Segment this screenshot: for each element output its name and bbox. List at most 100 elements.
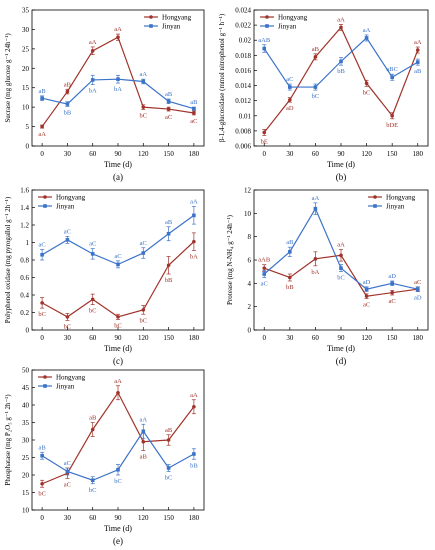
significance-label: bC [64, 323, 72, 330]
y-tick-label: 2 [248, 303, 252, 311]
y-tick-label: 0.6 [20, 274, 29, 282]
data-point-hongyang [40, 301, 44, 305]
significance-label: bDE [386, 122, 398, 129]
y-tick-label: 30 [22, 437, 30, 445]
x-tick-label: 30 [64, 334, 72, 342]
legend-marker [373, 195, 377, 199]
significance-label: aB [39, 88, 47, 95]
y-tick-label: 0.4 [20, 292, 29, 300]
significance-label: aA [190, 392, 198, 399]
y-tick-label: 0.008 [235, 127, 251, 135]
y-tick-label: 0.2 [20, 309, 29, 317]
data-point-hongyang [116, 391, 120, 395]
significance-label: aD [388, 273, 396, 280]
significance-label: aB [414, 68, 422, 75]
data-point-hongyang [288, 276, 292, 280]
data-point-jinyan [262, 272, 266, 276]
panel-label: (d) [336, 356, 347, 366]
y-axis-label: Polyphenol oxidase (mg pyrogallol g⁻¹ 2h… [4, 196, 12, 323]
x-tick-label: 30 [64, 514, 72, 522]
y-tick-label: 12 [244, 187, 252, 195]
legend-marker [43, 204, 47, 208]
significance-label: bC [38, 311, 46, 318]
x-tick-label: 120 [138, 514, 149, 522]
data-point-jinyan [91, 78, 95, 82]
significance-label: aB [312, 46, 320, 53]
significance-label: bB [286, 284, 294, 291]
y-tick-label: 20 [22, 472, 30, 480]
y-tick-label: 5 [26, 123, 30, 131]
chart-panel-e: 10 15 20 25 30 35 40 45 50 0 30 60 90 120 150 180 Time (… [4, 367, 204, 547]
x-tick-label: 150 [387, 150, 398, 158]
significance-label: aA [114, 378, 122, 385]
legend-marker [265, 24, 269, 28]
data-point-hongyang [91, 428, 95, 432]
y-tick-label: 15 [22, 84, 30, 92]
significance-label: aC [363, 302, 370, 309]
x-tick-label: 0 [40, 334, 44, 342]
data-point-jinyan [141, 429, 145, 433]
significance-label: aC [140, 240, 147, 247]
x-tick-label: 180 [189, 334, 200, 342]
significance-label: aA [114, 26, 122, 33]
legend-label: Hongyang [386, 194, 416, 202]
data-point-jinyan [167, 100, 171, 104]
significance-label: aB [89, 415, 97, 422]
significance-label: aC [190, 118, 197, 125]
x-tick-label: 60 [89, 150, 97, 158]
panel-label: (e) [113, 536, 123, 546]
data-point-hongyang [91, 298, 95, 302]
data-point-hongyang [66, 90, 70, 94]
significance-label: aA [337, 16, 345, 23]
y-tick-label: 0.006 [235, 143, 251, 151]
data-point-hongyang [192, 240, 196, 244]
x-axis-label: Time (d) [104, 524, 132, 533]
legend-marker [265, 15, 269, 19]
x-tick-label: 120 [361, 150, 372, 158]
x-tick-label: 120 [361, 334, 372, 342]
data-point-hongyang [262, 131, 266, 135]
x-tick-label: 120 [138, 334, 149, 342]
y-tick-label: 1 [26, 239, 30, 247]
data-point-jinyan [288, 85, 292, 89]
data-point-hongyang [314, 55, 318, 59]
x-tick-label: 150 [163, 514, 174, 522]
significance-label: aAB [258, 37, 271, 44]
y-tick-label: 35 [22, 7, 30, 15]
significance-label: aA [414, 39, 422, 46]
x-tick-label: 180 [189, 150, 200, 158]
data-point-jinyan [40, 96, 44, 100]
x-tick-label: 0 [40, 514, 44, 522]
significance-label: aC [39, 242, 46, 249]
y-tick-label: 25 [22, 454, 30, 462]
significance-label: bB [337, 68, 345, 75]
x-tick-label: 90 [115, 150, 123, 158]
data-point-jinyan [116, 77, 120, 81]
legend-marker [373, 204, 377, 208]
data-point-jinyan [365, 36, 369, 40]
significance-label: aA [312, 195, 320, 202]
significance-label: bC [38, 490, 46, 497]
significance-label: bB [165, 277, 173, 284]
significance-label: aC [114, 253, 121, 260]
panel-label: (c) [113, 356, 123, 366]
x-tick-label: 120 [138, 150, 149, 158]
significance-label: aA [139, 416, 147, 423]
x-tick-label: 150 [387, 334, 398, 342]
x-tick-label: 90 [338, 334, 346, 342]
y-tick-label: 35 [22, 419, 30, 427]
significance-label: bC [114, 323, 122, 330]
y-tick-label: 0.01 [239, 112, 252, 120]
significance-label: bA [114, 86, 122, 93]
data-point-jinyan [40, 253, 44, 257]
x-tick-label: 30 [286, 334, 294, 342]
data-point-jinyan [116, 263, 120, 267]
data-point-hongyang [91, 49, 95, 53]
data-point-hongyang [116, 35, 120, 39]
y-tick-label: 1.2 [20, 222, 29, 230]
panel-label: (a) [113, 172, 123, 182]
x-tick-label: 90 [338, 150, 346, 158]
x-tick-label: 90 [115, 334, 123, 342]
legend-marker [43, 384, 47, 388]
